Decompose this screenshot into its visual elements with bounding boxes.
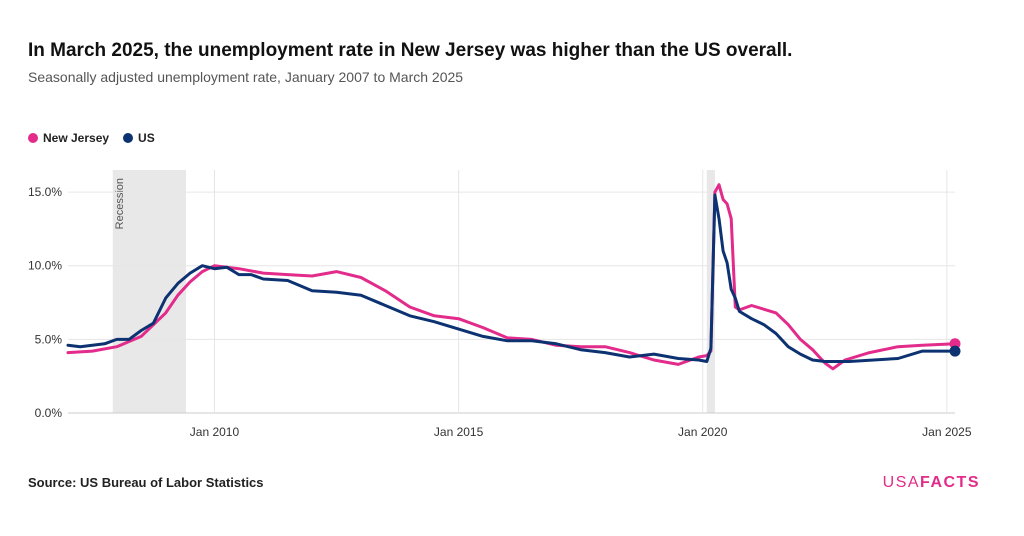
chart-subtitle: Seasonally adjusted unemployment rate, J… (28, 69, 464, 85)
source-note: Source: US Bureau of Labor Statistics (28, 475, 264, 490)
logo-facts: FACTS (920, 474, 980, 491)
legend-dot-icon (123, 133, 134, 143)
y-tick-label: 5.0% (35, 332, 63, 346)
series-line-new-jersey (66, 183, 957, 371)
x-tick-label: Jan 2020 (678, 425, 728, 439)
axes: 0.0% 5.0% 10.0% 15.0% Jan 2010 Jan 2015 Jan 20… (28, 185, 972, 439)
recession-bands: Recession (112, 170, 715, 413)
chart-title: In March 2025, the unemployment rate in … (28, 40, 793, 61)
y-tick-label: 15.0% (28, 185, 62, 199)
legend-item-new-jersey: New Jersey (28, 131, 109, 145)
series (66, 183, 961, 371)
legend: New Jersey US (28, 131, 155, 145)
source-label: Source: (28, 475, 77, 490)
legend-label: New Jersey (43, 131, 110, 145)
recession-band (706, 170, 715, 413)
grid (68, 170, 955, 414)
y-tick-label: 0.0% (35, 406, 63, 420)
x-tick-label: Jan 2010 (190, 425, 240, 439)
legend-dot-icon (28, 133, 38, 143)
recession-label: Recession (114, 178, 126, 229)
y-tick-label: 10.0% (28, 259, 62, 273)
recession-band (112, 170, 186, 413)
x-tick-label: Jan 2015 (434, 425, 484, 439)
usafacts-logo: USAFACTS (883, 474, 980, 492)
series-line-us (66, 193, 957, 363)
series-endpoint-us (949, 345, 961, 357)
legend-item-us: US (123, 131, 155, 145)
logo-usa: USA (882, 474, 921, 491)
x-tick-label: Jan 2025 (922, 425, 972, 439)
source-text: US Bureau of Labor Statistics (80, 475, 264, 490)
legend-label: US (138, 131, 155, 145)
